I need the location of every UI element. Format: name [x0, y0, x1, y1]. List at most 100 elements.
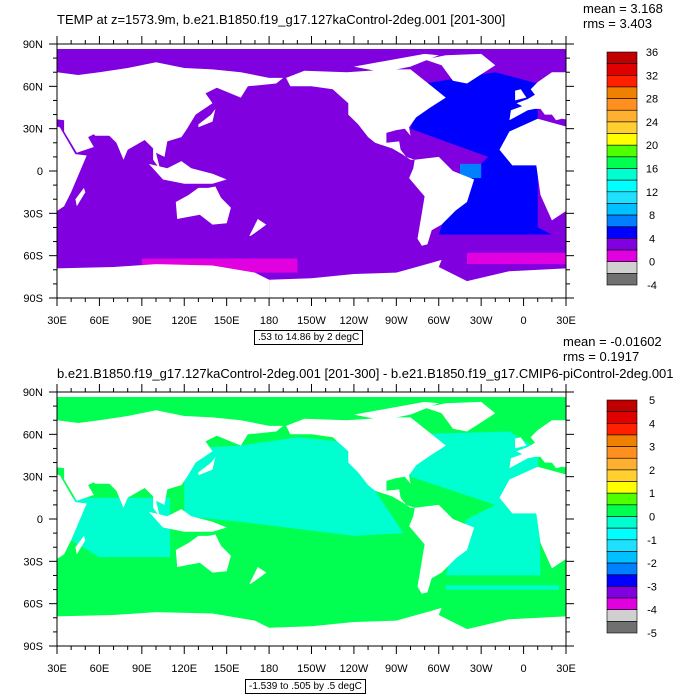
land-namerica	[286, 417, 446, 508]
colorbar-label: -4	[647, 605, 657, 617]
pole-gap	[57, 392, 566, 396]
colorbar-label: 3	[649, 442, 655, 454]
map-layers	[57, 44, 700, 298]
colorbar-box	[606, 203, 638, 216]
colorbar-box	[606, 98, 638, 111]
land-indonesia	[658, 509, 700, 532]
lon-label: 150E	[214, 663, 240, 675]
land-madagascar	[75, 187, 86, 207]
colorbar-label: 12	[646, 187, 658, 199]
land-africa	[57, 126, 87, 212]
colorbar-label: 4	[649, 233, 655, 245]
field-region	[0, 585, 50, 589]
land-antarctica	[269, 607, 566, 646]
colorbar-box	[606, 121, 638, 134]
lon-label: 90E	[132, 663, 152, 675]
colorbar-box	[606, 411, 638, 424]
colorbar-label: 16	[646, 164, 658, 176]
land-japan	[198, 108, 216, 128]
lat-label: 90S	[23, 641, 43, 653]
land-japan	[198, 456, 216, 476]
colorbar-box	[606, 249, 638, 263]
land-namerica	[286, 69, 446, 160]
lat-label: 90N	[23, 387, 43, 399]
land-australia	[685, 187, 700, 225]
colorbar: 5 4 3 2 1 0 -1 -2 -3 -4 -5	[606, 395, 657, 640]
land-arcticislands	[353, 401, 439, 421]
land-australia	[175, 186, 231, 225]
land-eurasia	[57, 410, 284, 518]
colorbar-box	[606, 109, 638, 123]
plot-title: TEMP at z=1573.9m, b.e21.B1850.f19_g17.1…	[57, 12, 506, 27]
land-antarctica	[57, 612, 270, 646]
field-region	[460, 163, 482, 179]
colorbar-label: 28	[646, 94, 658, 106]
field-region	[467, 252, 566, 265]
lat-label: 0	[37, 166, 43, 178]
lon-label: 0	[521, 663, 527, 675]
land-madagascar	[584, 536, 594, 554]
colorbar-box	[606, 492, 638, 506]
lon-label: 150W	[297, 663, 326, 675]
lat-label: 60S	[23, 251, 43, 263]
land-arcticislands	[353, 53, 439, 73]
lon-label: 90W	[385, 663, 408, 675]
land-indonesia	[148, 509, 227, 532]
colorbar-label: 2	[649, 465, 655, 477]
plot-title: b.e21.B1850.f19_g17.127kaControl-2deg.00…	[57, 366, 674, 381]
colorbar-label: 0	[649, 512, 655, 524]
lon-label: 30W	[470, 663, 493, 675]
colorbar-box	[606, 86, 638, 99]
colorbar-box	[606, 214, 638, 228]
land-antarctica	[57, 264, 270, 298]
colorbar-label: 1	[649, 488, 655, 500]
colorbar-box	[606, 527, 638, 541]
colorbar-box	[606, 226, 638, 239]
lon-label: 30E	[47, 315, 67, 327]
colorbar-box	[606, 586, 638, 599]
land-madagascar	[75, 535, 86, 555]
land-eurasia	[57, 62, 284, 170]
colorbar-label: -5	[647, 628, 657, 640]
lon-label: 30E	[556, 663, 576, 675]
lon-label: 0	[521, 315, 527, 327]
colorbar-box	[606, 434, 638, 447]
colorbar-box	[606, 144, 638, 158]
colorbar-label: 8	[649, 210, 655, 222]
lon-label: 150W	[297, 315, 326, 327]
contour-info: -1.539 to .505 by .5 degC	[245, 679, 366, 694]
colorbar-box	[606, 191, 638, 204]
lon-label: 120E	[171, 315, 197, 327]
lon-label: 90W	[385, 315, 408, 327]
land-greenland	[424, 401, 496, 432]
colorbar-box	[606, 597, 638, 610]
land-australia	[175, 534, 231, 573]
field-region	[71, 497, 171, 558]
colorbar: 36 32 28 24 20 16 12 8 4 0 -4	[606, 47, 658, 292]
colorbar-label: -1	[647, 535, 657, 547]
lat-label: 30N	[23, 124, 43, 136]
lat-label: 30S	[23, 556, 43, 568]
land-samerica	[409, 504, 475, 594]
colorbar-box	[606, 179, 638, 193]
lat-label: 90S	[23, 293, 43, 305]
lon-label: 150E	[214, 315, 240, 327]
mean-value: mean = -0.01602	[563, 334, 662, 349]
colorbar-label: 4	[649, 418, 655, 430]
colorbar-box	[606, 621, 638, 634]
colorbar-box	[606, 504, 638, 517]
field-region	[0, 432, 32, 576]
colorbar-box	[606, 156, 638, 169]
colorbar-label: -2	[647, 558, 657, 570]
colorbar-box	[606, 168, 638, 181]
lon-label: 60E	[90, 663, 110, 675]
lat-label: 60S	[23, 599, 43, 611]
lon-label: 120W	[340, 315, 369, 327]
lon-label: 180	[260, 663, 278, 675]
colorbar-box	[606, 516, 638, 529]
field-region	[410, 431, 541, 576]
land-eurasia	[509, 420, 566, 469]
colorbar-label: 36	[646, 47, 658, 59]
lon-label: 120W	[340, 663, 369, 675]
